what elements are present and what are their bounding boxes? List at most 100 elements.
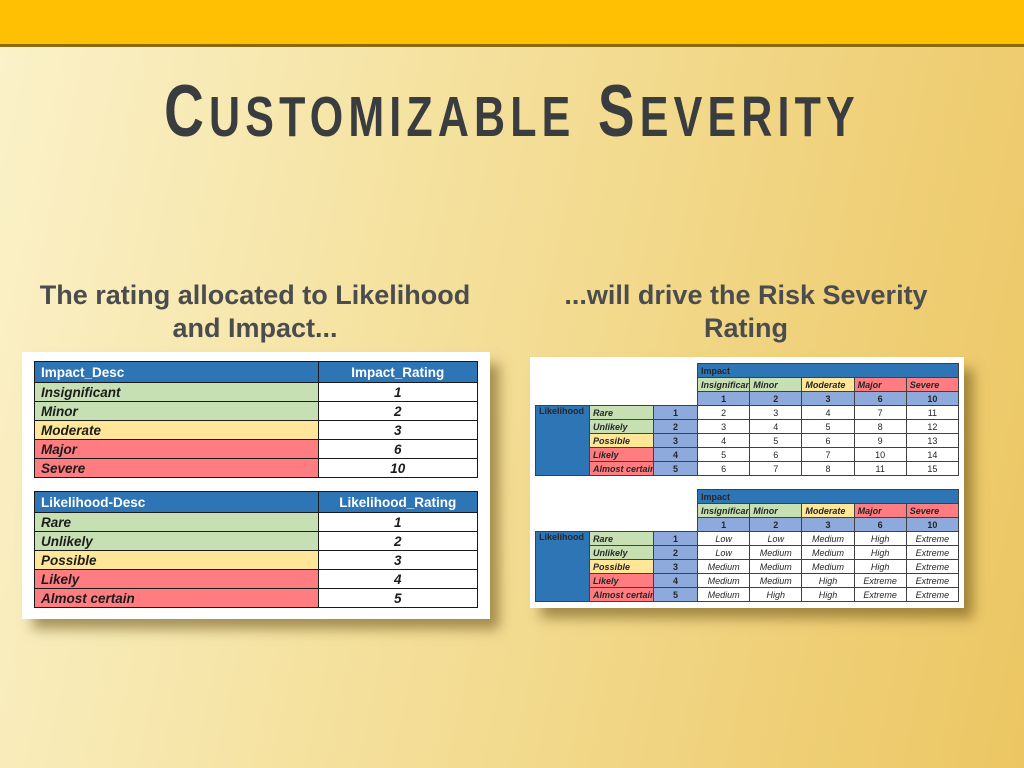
- impact-rating-row: 1 2 3 6 10: [536, 391, 960, 406]
- rating-cell: 5: [317, 588, 479, 608]
- likelihood-rating-table: Likelihood-Desc Likelihood_Rating Rare 1…: [34, 491, 479, 608]
- impact-header-cell: Major: [853, 503, 907, 518]
- matrix-value-cell: 6: [801, 433, 855, 448]
- likelihood-rating-cell: 3: [652, 559, 699, 574]
- matrix-value-cell: Medium: [801, 531, 855, 546]
- matrix-row: Likelihood Rare 1 Low Low Medium High Ex…: [535, 531, 960, 602]
- matrix-value-cell: High: [801, 587, 855, 602]
- likelihood-label-cell: Almost certain: [589, 461, 654, 476]
- matrix-value-cell: 3: [697, 419, 751, 434]
- rating-cell: 3: [317, 550, 479, 570]
- matrix-row: Likely 4 5 6 7 10 14: [536, 447, 960, 462]
- rating-cell: 1: [317, 512, 479, 532]
- impact-desc-header: Impact_Desc: [34, 361, 319, 383]
- impact-rating-cell: 1: [697, 517, 751, 532]
- matrix-value-cell: 11: [905, 405, 960, 420]
- matrix-value-cell: Medium: [801, 559, 855, 574]
- impact-rating-cell: 6: [853, 517, 907, 532]
- impact-rating-cell: 2: [749, 391, 803, 406]
- matrix-value-cell: Extreme: [905, 545, 960, 560]
- impact-axis-label: Impact: [697, 363, 959, 378]
- matrix-value-cell: 2: [697, 405, 751, 420]
- impact-rating-header: Impact_Rating: [317, 361, 479, 383]
- empty-corner: [536, 504, 698, 518]
- impact-rating-cell: 6: [853, 391, 907, 406]
- impact-header-cell: Major: [853, 377, 907, 392]
- matrix-value-cell: 6: [697, 461, 751, 476]
- table-row: Major 6: [34, 439, 479, 459]
- likelihood-rating-cell: 2: [652, 419, 699, 434]
- impact-header-cell: Insignificant: [697, 377, 751, 392]
- desc-cell: Insignificant: [34, 382, 319, 402]
- matrix-value-cell: 8: [801, 461, 855, 476]
- matrix-value-cell: 5: [697, 447, 751, 462]
- left-column-heading: The rating allocated to Likelihood and I…: [39, 280, 471, 344]
- impact-header-cell: Moderate: [801, 503, 855, 518]
- likelihood-label-cell: Rare: [589, 531, 654, 546]
- matrix-value-cell: 8: [853, 419, 907, 434]
- desc-cell: Unlikely: [34, 531, 319, 551]
- impact-band-row: Impact: [536, 363, 959, 378]
- impact-rating-cell: 10: [905, 517, 960, 532]
- matrix-value-cell: 7: [853, 405, 907, 420]
- table-row: Insignificant 1: [34, 382, 479, 402]
- matrix-value-cell: High: [853, 559, 907, 574]
- likelihood-axis-label: Likelihood: [535, 405, 590, 476]
- impact-header-cell: Insignificant: [697, 503, 751, 518]
- matrix-value-cell: 4: [801, 405, 855, 420]
- table-row: Almost certain 5: [34, 588, 479, 608]
- matrix-value-cell: Medium: [697, 573, 751, 588]
- matrix-value-cell: Low: [749, 531, 803, 546]
- matrix-row: Possible 3 4 5 6 9 13: [536, 433, 960, 448]
- matrix-value-cell: 12: [905, 419, 960, 434]
- desc-cell: Minor: [34, 401, 319, 421]
- table-row: Likely 4: [34, 569, 479, 589]
- impact-band-row: Impact: [536, 489, 959, 504]
- impact-rating-cell: 10: [905, 391, 960, 406]
- likelihood-rating-cell: 5: [652, 587, 699, 602]
- table-row: Possible 3: [34, 550, 479, 570]
- matrix-row: Possible 3 Medium Medium Medium High Ext…: [536, 559, 960, 574]
- matrix-row: Unlikely 2 3 4 5 8 12: [536, 419, 960, 434]
- matrix-row: Almost certain 5 6 7 8 11 15: [536, 461, 960, 476]
- matrix-row: Likely 4 Medium Medium High Extreme Extr…: [536, 573, 960, 588]
- matrix-value-cell: 7: [749, 461, 803, 476]
- risk-severity-matrix: Impact Insignificant Minor Moderate Majo…: [535, 489, 960, 602]
- top-accent-bar: [0, 0, 1024, 47]
- likelihood-label-cell: Likely: [589, 447, 654, 462]
- likelihood-rating-header: Likelihood_Rating: [317, 491, 479, 513]
- likelihood-desc-header: Likelihood-Desc: [34, 491, 319, 513]
- likelihood-label-cell: Almost certain: [589, 587, 654, 602]
- desc-cell: Possible: [34, 550, 319, 570]
- likelihood-rating-cell: 4: [652, 573, 699, 588]
- rating-definitions-card: Impact_Desc Impact_Rating Insignificant …: [22, 352, 490, 619]
- likelihood-label-cell: Possible: [589, 433, 654, 448]
- impact-header-cell: Minor: [749, 503, 803, 518]
- risk-severity-card: Impact Insignificant Minor Moderate Majo…: [530, 357, 964, 608]
- rating-cell: 2: [317, 401, 479, 421]
- matrix-value-cell: 14: [905, 447, 960, 462]
- table-row: Moderate 3: [34, 420, 479, 440]
- matrix-value-cell: Extreme: [905, 531, 960, 546]
- matrix-value-cell: Medium: [801, 545, 855, 560]
- matrix-value-cell: Medium: [749, 545, 803, 560]
- matrix-value-cell: Low: [697, 531, 751, 546]
- title-word-2: Severity: [597, 69, 860, 153]
- matrix-value-cell: 5: [801, 419, 855, 434]
- impact-axis-label: Impact: [697, 489, 959, 504]
- likelihood-axis-label: Likelihood: [535, 531, 590, 602]
- impact-header-row: Insignificant Minor Moderate Major Sever…: [536, 377, 960, 392]
- empty-corner: [536, 378, 698, 392]
- page-title: Customizable Severity: [72, 69, 953, 153]
- likelihood-rating-cell: 4: [652, 447, 699, 462]
- matrix-value-cell: Extreme: [853, 587, 907, 602]
- matrix-value-cell: 4: [697, 433, 751, 448]
- likelihood-rating-cell: 1: [652, 531, 699, 546]
- impact-rating-row: 1 2 3 6 10: [536, 517, 960, 532]
- matrix-value-cell: Low: [697, 545, 751, 560]
- matrix-value-cell: 11: [853, 461, 907, 476]
- matrix-value-cell: High: [749, 587, 803, 602]
- matrix-row: Unlikely 2 Low Medium Medium High Extrem…: [536, 545, 960, 560]
- rating-cell: 2: [317, 531, 479, 551]
